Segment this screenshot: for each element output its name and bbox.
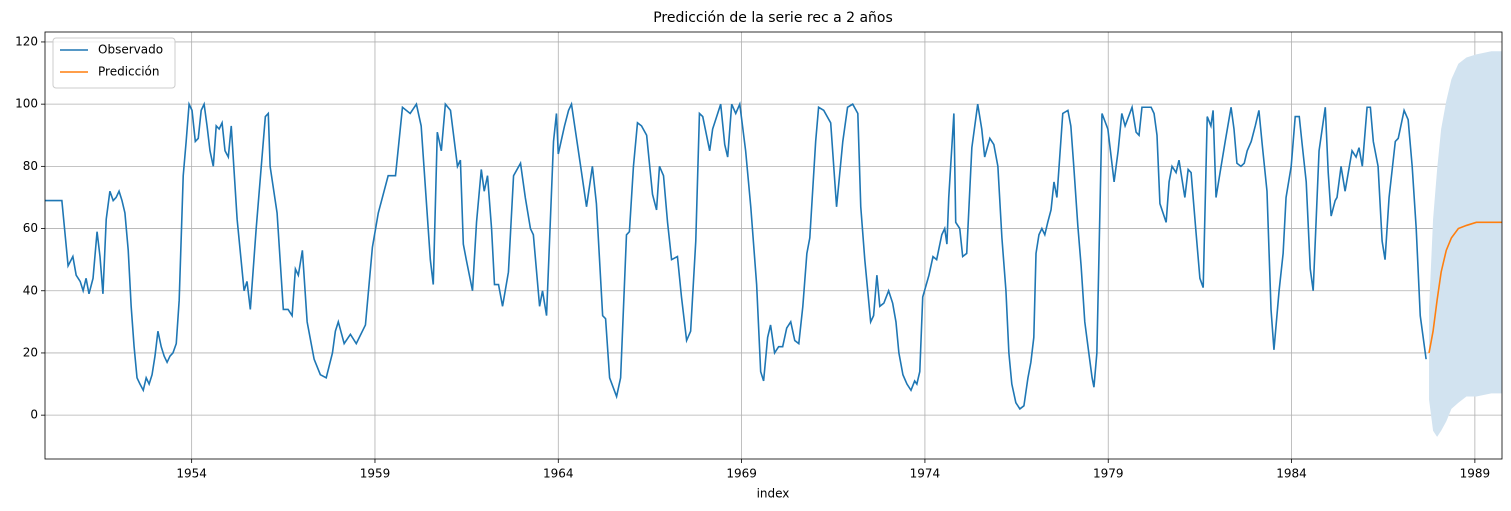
y-tick-label: 20	[23, 345, 38, 359]
x-tick-label: 1964	[543, 467, 574, 481]
confidence-band	[1429, 51, 1502, 437]
x-axis-label: index	[757, 487, 790, 501]
y-tick-label: 0	[30, 408, 38, 422]
x-tick-label: 1969	[726, 467, 757, 481]
x-tick-label: 1954	[176, 467, 207, 481]
x-tick-label: 1959	[360, 467, 391, 481]
y-tick-label: 100	[15, 97, 38, 111]
y-tick-label: 120	[15, 34, 38, 48]
x-tick-label: 1984	[1276, 467, 1307, 481]
x-tick-label: 1974	[910, 467, 941, 481]
data-line	[45, 101, 1427, 411]
data-line	[1428, 221, 1502, 354]
y-tick-label: 40	[23, 283, 38, 297]
legend-label: Observado	[98, 43, 163, 57]
plot-frame	[44, 31, 1503, 460]
legend-label: Predicción	[98, 65, 160, 79]
y-tick-label: 60	[23, 221, 38, 235]
x-tick-label: 1989	[1460, 467, 1491, 481]
x-tick-label: 1979	[1093, 467, 1124, 481]
y-tick-label: 80	[23, 159, 38, 173]
chart-title: Predicción de la serie rec a 2 años	[653, 10, 893, 26]
